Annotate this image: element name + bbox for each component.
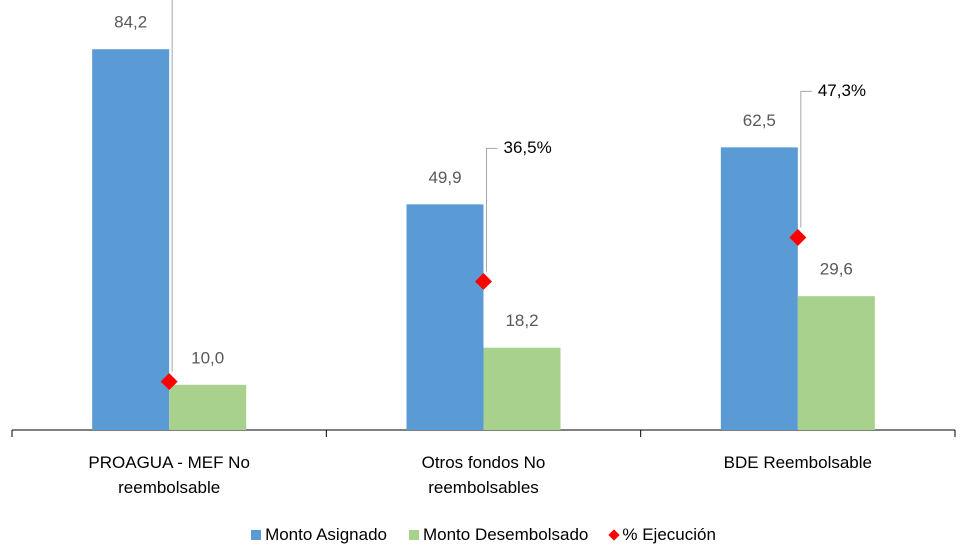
leader-line — [800, 90, 812, 228]
legend-item: Monto Desembolsado — [408, 525, 589, 545]
bar-value-label: 84,2 — [114, 13, 147, 32]
leader-line — [486, 147, 498, 272]
legend-swatch — [608, 529, 621, 541]
bar-value-label: 29,6 — [820, 260, 853, 279]
bar — [169, 384, 247, 430]
marker — [160, 373, 178, 391]
bar-value-label: 62,5 — [743, 111, 776, 130]
bar — [406, 204, 484, 430]
legend-label: Monto Desembolsado — [422, 525, 589, 544]
x-tick-label: PROAGUA - MEF No reembolsable — [88, 453, 250, 497]
legend-item: Monto Asignado — [251, 525, 387, 545]
legend-swatch — [251, 530, 262, 540]
point-value-label: 36,5% — [504, 138, 552, 157]
point-value-label: 47,3% — [818, 81, 866, 100]
bar — [92, 49, 170, 431]
bar — [720, 147, 798, 430]
x-tick-label: BDE Reembolsable — [723, 453, 872, 472]
legend-item: % Ejecución — [608, 525, 716, 545]
legend-swatch — [408, 530, 419, 540]
bar-value-label: 18,2 — [505, 311, 538, 330]
bar-value-label: 49,9 — [428, 168, 461, 187]
bar — [483, 347, 561, 430]
legend-label: % Ejecución — [622, 525, 716, 544]
marker — [475, 272, 492, 290]
legend-label: Monto Asignado — [265, 525, 387, 544]
bar-value-label: 10,0 — [191, 348, 224, 367]
point-value-label: 11,9% — [189, 0, 236, 2]
bar — [797, 296, 875, 430]
marker — [789, 229, 807, 246]
legend: Monto Asignado Monto Desembolsado % Ejecuc… — [0, 525, 967, 545]
x-tick-label: Otros fondos No reembolsables — [421, 453, 546, 497]
leader-line — [171, 0, 173, 372]
